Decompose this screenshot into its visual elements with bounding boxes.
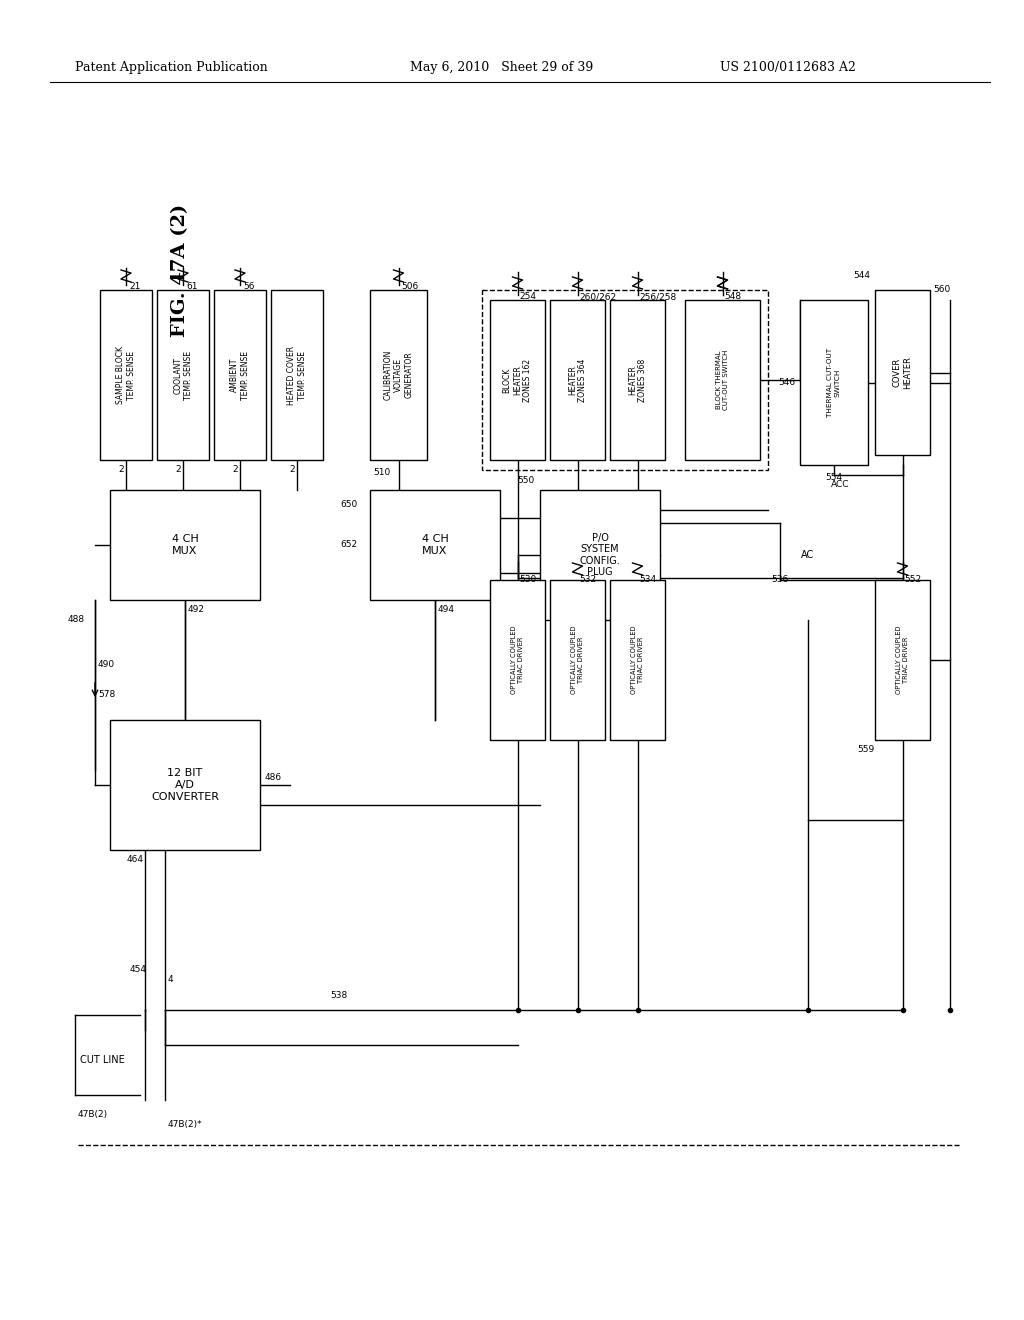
Text: OPTICALLY COUPLED
TRIAC DRIVER: OPTICALLY COUPLED TRIAC DRIVER (511, 626, 524, 694)
Text: 536: 536 (771, 576, 788, 583)
Text: 490: 490 (98, 660, 115, 669)
FancyBboxPatch shape (874, 579, 930, 741)
Text: SAMPLE BLOCK
TEMP. SENSE: SAMPLE BLOCK TEMP. SENSE (117, 346, 136, 404)
Text: HEATED COVER
TEMP. SENSE: HEATED COVER TEMP. SENSE (288, 346, 307, 404)
FancyBboxPatch shape (490, 300, 545, 459)
Text: 61: 61 (186, 282, 198, 290)
Text: THERMAL CUT-OUT
SWITCH: THERMAL CUT-OUT SWITCH (827, 348, 841, 417)
Text: 4 CH
MUX: 4 CH MUX (422, 535, 449, 556)
Text: 506: 506 (401, 282, 419, 290)
Text: BLOCK THERMAL
CUT-OUT SWITCH: BLOCK THERMAL CUT-OUT SWITCH (716, 350, 729, 411)
Text: OPTICALLY COUPLED
TRIAC DRIVER: OPTICALLY COUPLED TRIAC DRIVER (631, 626, 644, 694)
Bar (482, 290, 768, 470)
FancyBboxPatch shape (610, 300, 665, 459)
Text: Patent Application Publication: Patent Application Publication (75, 62, 267, 74)
FancyBboxPatch shape (685, 300, 760, 459)
FancyBboxPatch shape (550, 300, 605, 459)
FancyBboxPatch shape (800, 300, 868, 465)
Text: 2: 2 (289, 465, 295, 474)
Text: 544: 544 (853, 271, 870, 280)
Text: 552: 552 (904, 576, 922, 583)
FancyBboxPatch shape (110, 490, 260, 601)
Text: 546: 546 (778, 378, 795, 387)
FancyBboxPatch shape (157, 290, 209, 459)
FancyBboxPatch shape (874, 290, 930, 455)
Text: CUT LINE: CUT LINE (80, 1055, 125, 1065)
Text: OPTICALLY COUPLED
TRIAC DRIVER: OPTICALLY COUPLED TRIAC DRIVER (896, 626, 909, 694)
Text: 2: 2 (232, 465, 238, 474)
Text: 4: 4 (168, 975, 174, 983)
FancyBboxPatch shape (271, 290, 323, 459)
Text: 560: 560 (933, 285, 950, 294)
FancyBboxPatch shape (370, 290, 427, 459)
FancyBboxPatch shape (100, 290, 152, 459)
Text: 464: 464 (127, 855, 144, 865)
Text: 454: 454 (130, 965, 147, 974)
Text: HEATER
ZONES 368: HEATER ZONES 368 (628, 358, 647, 401)
FancyBboxPatch shape (110, 719, 260, 850)
Text: 486: 486 (265, 774, 283, 781)
Text: OPTICALLY COUPLED
TRIAC DRIVER: OPTICALLY COUPLED TRIAC DRIVER (571, 626, 584, 694)
FancyBboxPatch shape (540, 490, 660, 620)
Text: 550: 550 (518, 477, 535, 484)
Text: 548: 548 (725, 292, 741, 301)
Text: 492: 492 (188, 605, 205, 614)
FancyBboxPatch shape (610, 579, 665, 741)
Text: CALIBRATION
VOLTAGE
GENERATOR: CALIBRATION VOLTAGE GENERATOR (384, 350, 414, 400)
Text: 510: 510 (373, 469, 390, 477)
Text: 559: 559 (857, 744, 874, 754)
FancyBboxPatch shape (370, 490, 500, 601)
Text: 532: 532 (580, 576, 597, 583)
Text: US 2100/0112683 A2: US 2100/0112683 A2 (720, 62, 856, 74)
Text: 21: 21 (129, 282, 140, 290)
Text: AMBIENT
TEMP. SENSE: AMBIENT TEMP. SENSE (230, 351, 250, 400)
Text: 2: 2 (118, 465, 124, 474)
Text: 12 BIT
A/D
CONVERTER: 12 BIT A/D CONVERTER (151, 768, 219, 801)
FancyBboxPatch shape (214, 290, 266, 459)
Text: 4 CH
MUX: 4 CH MUX (172, 535, 199, 556)
Text: 494: 494 (438, 605, 455, 614)
Text: AC: AC (802, 550, 815, 560)
Text: P/O
SYSTEM
CONFIG.
PLUG: P/O SYSTEM CONFIG. PLUG (580, 532, 621, 577)
Text: 554: 554 (825, 473, 843, 482)
Text: May 6, 2010   Sheet 29 of 39: May 6, 2010 Sheet 29 of 39 (410, 62, 593, 74)
Text: 650: 650 (340, 500, 357, 510)
FancyBboxPatch shape (490, 579, 545, 741)
Text: COOLANT
TEMP. SENSE: COOLANT TEMP. SENSE (173, 351, 193, 400)
Text: 47B(2)*: 47B(2)* (168, 1119, 203, 1129)
Text: 534: 534 (640, 576, 656, 583)
Text: 530: 530 (519, 576, 537, 583)
FancyBboxPatch shape (550, 579, 605, 741)
Text: 538: 538 (330, 991, 347, 1001)
Text: 256/258: 256/258 (640, 292, 677, 301)
Text: FIG. 47A (2): FIG. 47A (2) (171, 203, 189, 337)
Text: 488: 488 (68, 615, 85, 624)
Text: COVER
HEATER: COVER HEATER (893, 356, 912, 389)
Text: 47B(2): 47B(2) (78, 1110, 109, 1119)
Text: 2: 2 (175, 465, 180, 474)
Text: 652: 652 (340, 540, 357, 549)
Text: 578: 578 (98, 690, 116, 700)
Text: ACC: ACC (830, 480, 849, 488)
Text: HEATER
ZONES 364: HEATER ZONES 364 (567, 358, 587, 401)
Text: 56: 56 (243, 282, 255, 290)
Text: 254: 254 (519, 292, 537, 301)
Text: 260/262: 260/262 (580, 292, 616, 301)
Text: BLOCK
HEATER
ZONES 162: BLOCK HEATER ZONES 162 (503, 359, 532, 401)
